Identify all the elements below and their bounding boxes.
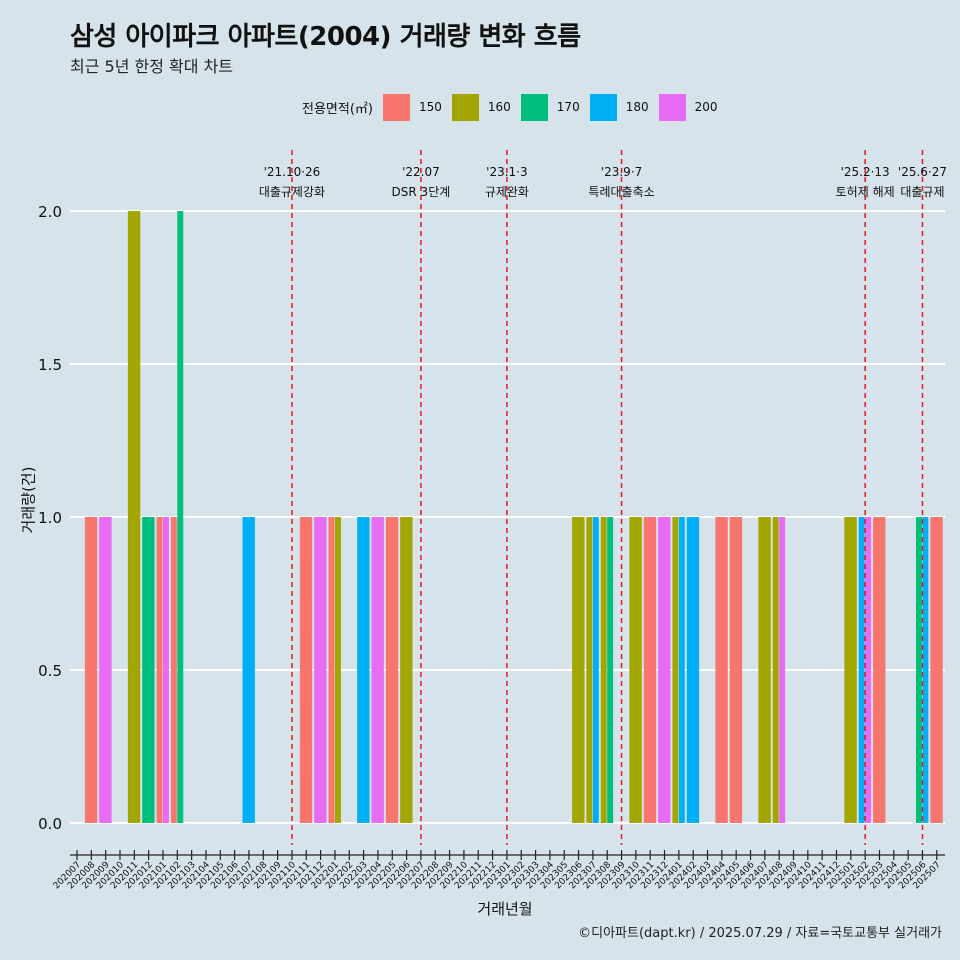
- event-date: '23.9·7: [601, 165, 642, 179]
- chart-title: 삼성 아이파크 아파트(2004) 거래량 변화 흐름: [70, 22, 581, 52]
- legend-label-170: 170: [556, 100, 580, 114]
- legend-item-170: 170: [520, 93, 580, 121]
- bar-202402-180: [686, 517, 700, 823]
- bar-202012-170: [142, 517, 155, 823]
- bar-202307-160: [586, 517, 593, 823]
- legend-item-200: 200: [658, 93, 718, 121]
- event-label: 대출규제: [900, 185, 944, 199]
- legend-item-150: 150: [382, 93, 442, 121]
- bar-202501-160: [844, 517, 857, 823]
- bar-202008-150: [84, 517, 98, 823]
- x-axis-label: 거래년월: [477, 900, 533, 918]
- bar-202101-150: [156, 517, 163, 823]
- bar-202201-150: [328, 517, 335, 823]
- chart-subtitle: 최근 5년 한정 확대 차트: [70, 57, 234, 76]
- event-label: 특례대출축소: [588, 185, 654, 199]
- bar-202312-200: [658, 517, 671, 823]
- bar-202206-160: [400, 517, 413, 823]
- bar-202101-200: [162, 517, 169, 823]
- bar-202204-200: [371, 517, 384, 823]
- event-date: '21.10·26: [264, 165, 321, 179]
- bar-202404-150: [715, 517, 728, 823]
- bar-202111-150: [299, 517, 313, 823]
- bar-202506-170: [916, 517, 922, 823]
- bar-202405-150: [729, 517, 743, 823]
- y-axis-label: 거래량(건): [19, 466, 38, 534]
- event-date: '23.1·3: [486, 165, 527, 179]
- legend-label-180: 180: [625, 100, 649, 114]
- legend-label-160: 160: [487, 100, 511, 114]
- bar-202310-160: [629, 517, 642, 823]
- y-tick-label: 1.0: [38, 509, 62, 527]
- event-label: 토허제 해제: [836, 185, 895, 199]
- bar-202506-180: [922, 517, 929, 823]
- bar-202009-200: [99, 517, 112, 823]
- bar-202401-180: [678, 517, 685, 823]
- event-label: 대출규제강화: [259, 185, 325, 199]
- bar-202408-160: [772, 517, 779, 823]
- bar-202502-180: [858, 517, 865, 823]
- legend-label-200: 200: [694, 100, 718, 114]
- y-tick-label: 2.0: [38, 203, 62, 221]
- y-tick-label: 1.5: [38, 356, 62, 374]
- legend-item-160: 160: [451, 93, 511, 121]
- bar-202107-180: [242, 517, 255, 823]
- bar-202112-200: [314, 517, 327, 823]
- bar-202503-150: [873, 517, 886, 823]
- bar-202102-150: [170, 517, 177, 823]
- event-label: DSR 3단계: [392, 185, 451, 199]
- legend-swatch-170: [520, 93, 548, 121]
- legend-swatch-160: [451, 93, 479, 121]
- legend-item-180: 180: [589, 93, 649, 121]
- bar-202102-170: [177, 211, 184, 823]
- bar-202201-160: [334, 517, 341, 823]
- event-date: '25.6·27: [898, 165, 947, 179]
- bar-202507-150: [930, 517, 943, 823]
- bar-202407-160: [758, 517, 771, 823]
- source-caption: ©디아파트(dapt.kr) / 2025.07.29 / 자료=국토교통부 실…: [578, 926, 942, 941]
- legend-swatch-180: [589, 93, 617, 121]
- bar-202203-180: [357, 517, 370, 823]
- legend: 전용면적(㎡) 150 160 170 180 200: [302, 92, 728, 122]
- legend-swatch-150: [382, 93, 410, 121]
- legend-title: 전용면적(㎡): [302, 101, 373, 117]
- bar-202401-160: [672, 517, 679, 823]
- bar-202502-200: [865, 517, 872, 823]
- legend-label-150: 150: [418, 100, 442, 114]
- legend-swatch-200: [658, 93, 686, 121]
- bar-202205-150: [385, 517, 399, 823]
- event-date: '25.2·13: [841, 165, 890, 179]
- y-tick-label: 0.5: [38, 662, 62, 680]
- bar-202306-160: [572, 517, 585, 823]
- bar-202408-200: [779, 517, 786, 823]
- bar-202308-160: [600, 517, 607, 823]
- bar-202011-160: [127, 211, 141, 823]
- event-label: 규제완화: [485, 185, 529, 199]
- bar-202307-180: [592, 517, 599, 823]
- event-date: '22.07: [402, 165, 440, 179]
- bar-202308-170: [607, 517, 614, 823]
- y-tick-label: 0.0: [38, 815, 62, 833]
- bar-202311-150: [643, 517, 657, 823]
